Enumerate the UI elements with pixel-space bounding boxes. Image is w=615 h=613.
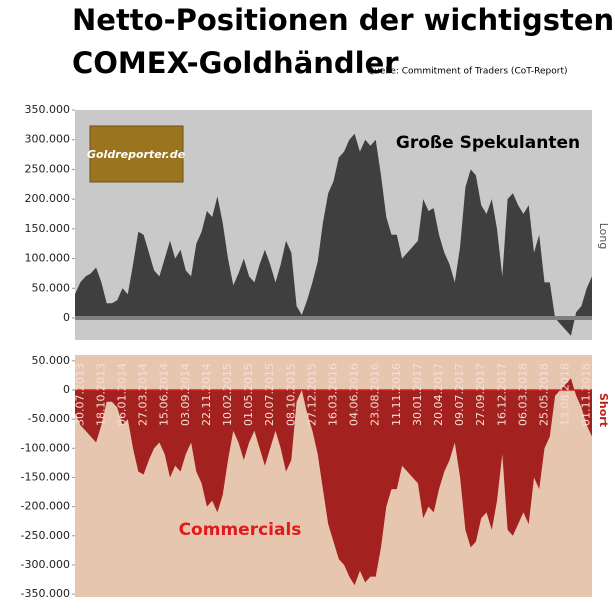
title: Netto-Positionen der wichtigsten: [72, 3, 614, 37]
x-tick-label: 16.12.2017: [495, 363, 508, 426]
area: [75, 133, 592, 336]
y-tick-label: 150.000: [25, 222, 71, 235]
side-label: Long: [597, 223, 610, 250]
x-tick-label: 04.06.2016: [348, 363, 361, 426]
y-tick-label: -150.000: [21, 470, 70, 483]
x-tick-label: 22.11.2014: [200, 363, 213, 426]
series-label: Commercials: [179, 520, 302, 540]
y-tick-label: -200.000: [21, 500, 70, 513]
y-tick-label: -250.000: [21, 529, 70, 542]
y-tick-label: 0: [63, 383, 70, 396]
side-label: Short: [597, 393, 610, 427]
x-tick-label: 30.07.2013: [73, 363, 86, 426]
area: [75, 378, 592, 586]
title: COMEX-Goldhändler: [72, 46, 399, 80]
x-tick-label: 08.10.2015: [284, 363, 297, 426]
x-tick-label: 27.03.2014: [137, 363, 150, 426]
x-tick-label: 15.06.2014: [158, 363, 171, 426]
x-tick-label: 25.05.2018: [538, 363, 551, 426]
x-tick-label: 01.05.2015: [242, 363, 255, 426]
y-tick-label: -350.000: [21, 587, 70, 600]
x-tick-label: 09.07.2017: [453, 363, 466, 426]
x-tick-label: 27.12.2015: [305, 363, 318, 426]
y-tick-label: 200.000: [25, 192, 71, 205]
x-tick-label: 06.03.2018: [516, 363, 529, 426]
y-tick-label: 50.000: [32, 281, 71, 294]
y-tick-label: 0: [63, 311, 70, 324]
logo-box: [89, 125, 184, 183]
series-label: Große Spekulanten: [396, 133, 580, 153]
x-tick-label: 03.09.2014: [179, 363, 192, 426]
x-tick-label: 23.08.2016: [369, 363, 382, 426]
y-tick-label: -100.000: [21, 441, 70, 454]
x-tick-label: 27.09.2017: [474, 363, 487, 426]
x-tick-label: 30.01.2017: [411, 363, 424, 426]
y-tick-label: 300.000: [25, 133, 71, 146]
source: Quelle: Commitment of Traders (CoT-Repor…: [367, 67, 568, 77]
y-tick-label: -300.000: [21, 558, 70, 571]
x-tick-label: 06.01.2014: [115, 363, 128, 426]
x-tick-label: 01.11.2018: [580, 363, 593, 426]
x-tick-label: 10.02.2015: [221, 363, 234, 426]
x-tick-label: 20.04.2017: [432, 363, 445, 426]
x-tick-label: 11.11.2016: [390, 363, 403, 426]
x-tick-label: 18.10.2013: [94, 363, 107, 426]
y-tick-label: 50.000: [32, 354, 71, 367]
x-tick-label: 16.03.2016: [327, 363, 340, 426]
x-tick-label: 13.08.2018: [559, 363, 572, 426]
y-tick-label: -50.000: [28, 412, 70, 425]
x-tick-label: 20.07.2015: [263, 363, 276, 426]
y-tick-label: 250.000: [25, 162, 71, 175]
y-tick-label: 350.000: [25, 103, 71, 116]
y-tick-label: 100.000: [25, 252, 71, 265]
logo: Goldreporter.de: [87, 148, 186, 161]
